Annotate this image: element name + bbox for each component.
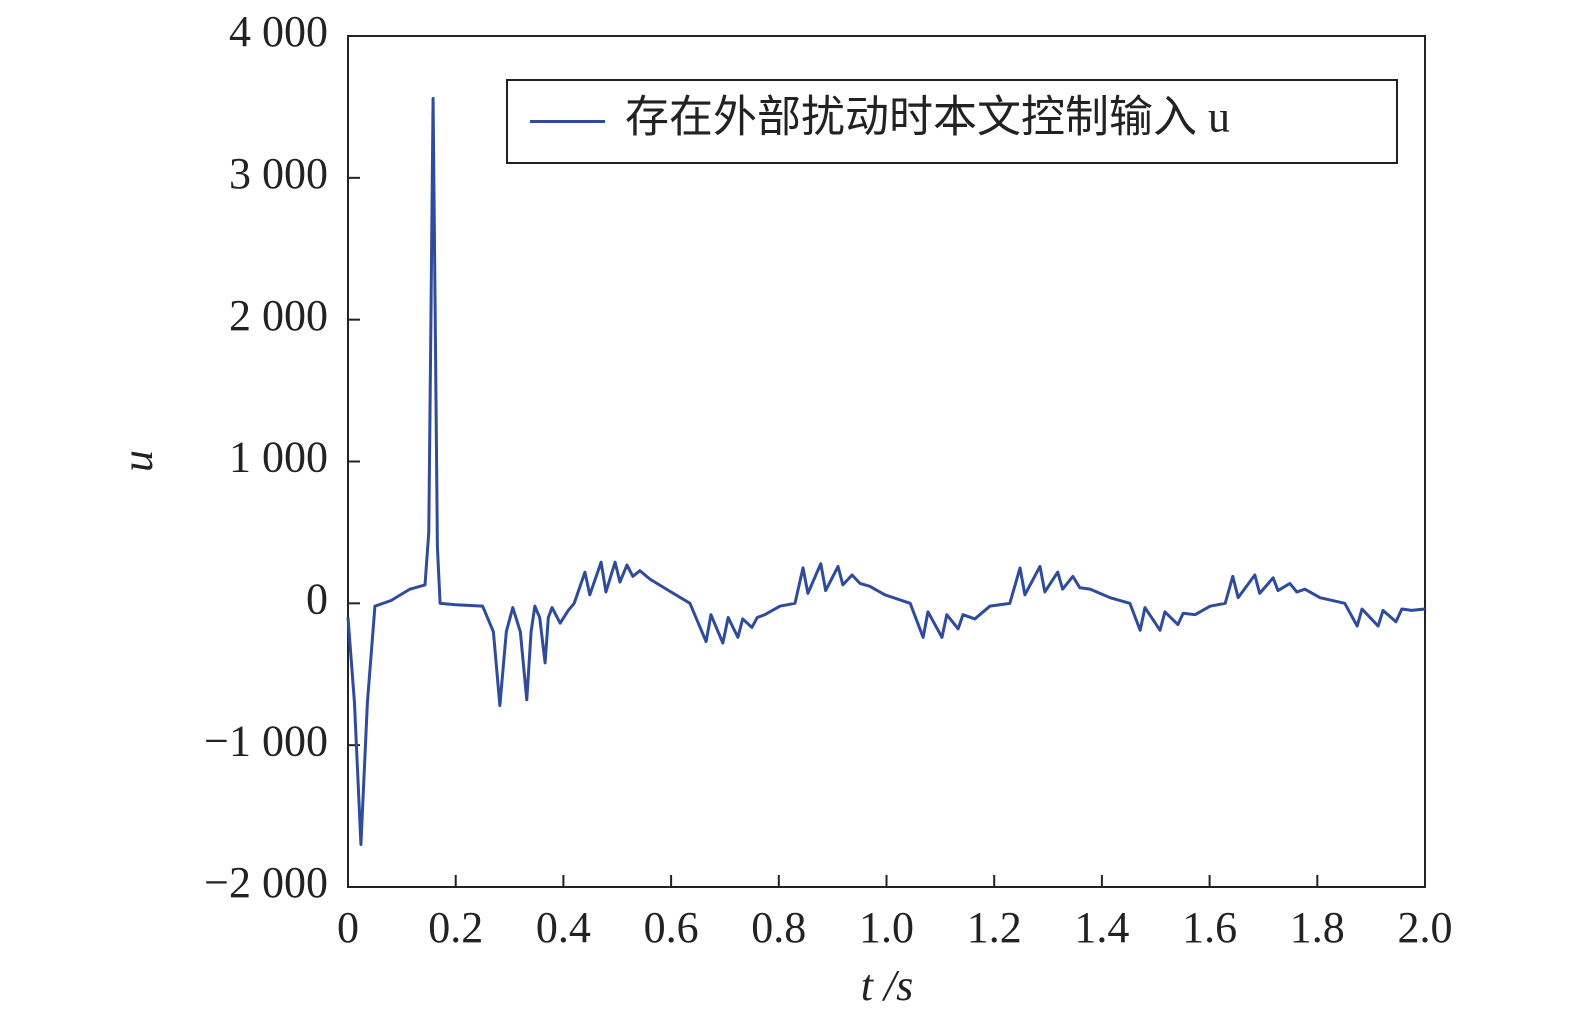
y-tick-label: 2 000 bbox=[229, 291, 328, 340]
x-tick-label: 0.2 bbox=[428, 903, 483, 952]
x-tick-label: 0.8 bbox=[751, 903, 806, 952]
legend-label: 存在外部扰动时本文控制输入 u bbox=[625, 93, 1230, 142]
y-tick-label: −1 000 bbox=[204, 716, 328, 765]
x-tick-label: 1.8 bbox=[1290, 903, 1345, 952]
x-tick-label: 1.0 bbox=[859, 903, 914, 952]
legend-box bbox=[506, 79, 1398, 164]
x-tick-label: 1.6 bbox=[1182, 903, 1237, 952]
x-tick-label: 1.4 bbox=[1074, 903, 1129, 952]
x-tick-label: 0.4 bbox=[536, 903, 591, 952]
y-tick-label: −2 000 bbox=[204, 858, 328, 907]
x-tick-label: 0 bbox=[337, 903, 359, 952]
y-axis-label: u bbox=[113, 450, 162, 472]
y-tick-label: 3 000 bbox=[229, 149, 328, 198]
x-tick-label: 0.6 bbox=[644, 903, 699, 952]
y-tick-label: 4 000 bbox=[229, 7, 328, 56]
y-tick-label: 1 000 bbox=[229, 433, 328, 482]
x-axis-label: t /s bbox=[861, 961, 914, 1010]
x-tick-label: 1.2 bbox=[967, 903, 1022, 952]
data-line bbox=[346, 96, 1426, 846]
x-tick-label: 2.0 bbox=[1398, 903, 1453, 952]
y-tick-label: 0 bbox=[306, 574, 328, 623]
